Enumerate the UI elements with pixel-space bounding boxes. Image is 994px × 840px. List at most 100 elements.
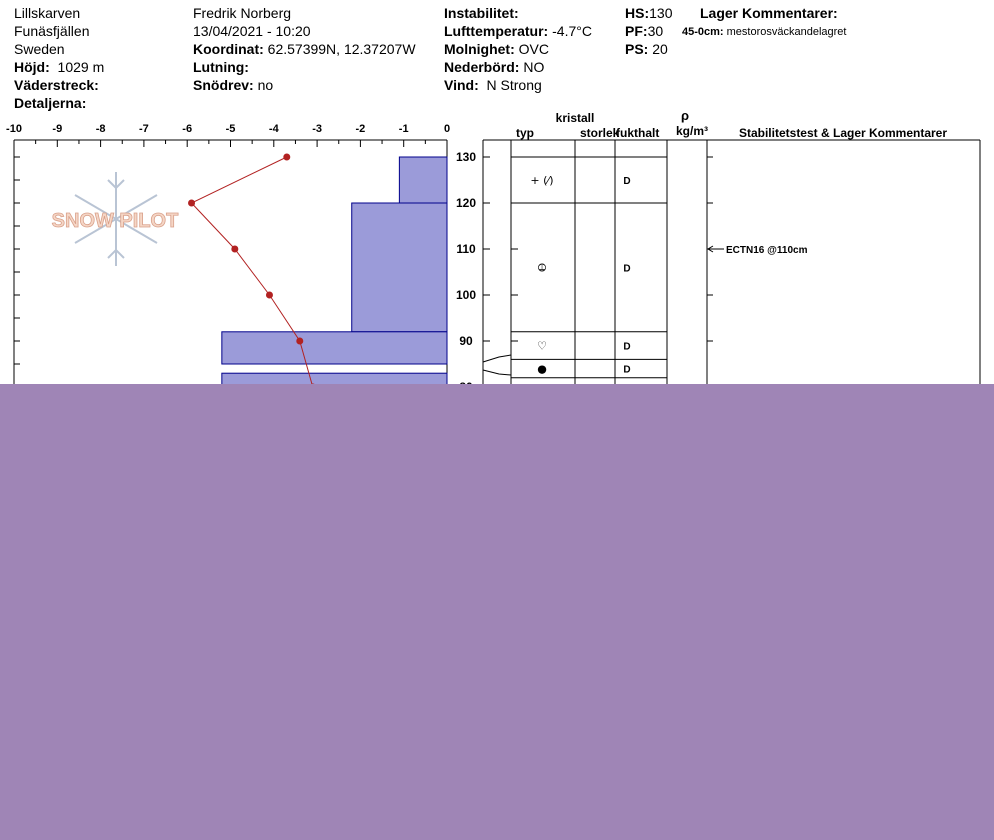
ps-value: 20	[652, 41, 668, 57]
air-temp-value: -4.7°C	[552, 23, 592, 39]
layer-moisture: D	[623, 263, 630, 274]
stability-tests: ECTN16 @110cm	[707, 245, 808, 256]
hardness-bar	[351, 202, 448, 333]
precip-label: Nederbörd:	[444, 59, 520, 75]
details: Detaljerna:	[14, 94, 86, 112]
temp-tick-label: -3	[312, 123, 322, 135]
temp-tick-label: -8	[96, 123, 106, 135]
drift-value: no	[257, 77, 274, 93]
elevation-label: Höjd:	[14, 59, 50, 75]
col-moisture: fukthalt	[616, 126, 659, 140]
layer-comment-depth: 45-0cm:	[682, 26, 724, 38]
layer-moisture: D	[623, 342, 630, 353]
col-size: storlek	[580, 126, 620, 140]
pf-label: PF:	[625, 23, 648, 39]
slope: Lutning:	[193, 58, 249, 76]
observer: Fredrik Norberg	[193, 5, 292, 21]
height-tick-label: 120	[456, 196, 476, 210]
country: Sweden	[14, 41, 65, 57]
coordinates-value: 62.57399N, 12.37207W	[267, 41, 416, 57]
sky-label: Molnighet:	[444, 41, 515, 57]
area: Funäsfjällen	[14, 23, 90, 39]
layer-type-symbol: + (⁄)	[530, 174, 553, 187]
hs-value: 130	[649, 5, 673, 21]
temp-tick-label: -9	[52, 123, 62, 135]
details-label: Detaljerna:	[14, 95, 87, 111]
wind-value: N Strong	[486, 77, 542, 93]
layer-comment: 45-0cm: mestorosväckandelagret	[682, 23, 846, 41]
ps: PS: 20	[625, 40, 668, 58]
aspect-label: Väderstreck:	[14, 77, 99, 93]
pf-value: 30	[647, 23, 664, 39]
temp-tick-label: 0	[444, 123, 450, 135]
height-tick-label: 110	[456, 242, 476, 256]
temp-tick-label: -4	[269, 123, 280, 135]
temperature-point	[265, 291, 273, 299]
hardness-bar	[398, 156, 448, 204]
aspect: Väderstreck:	[14, 76, 99, 94]
sky: Molnighet: OVC	[444, 40, 549, 58]
temp-tick-label: -6	[182, 123, 192, 135]
overlay-cover	[0, 384, 994, 840]
hs: HS:130	[625, 4, 672, 22]
height-tick-label: 90	[459, 334, 473, 348]
temperature-point	[283, 153, 291, 161]
height-tick-label: 130	[456, 150, 476, 164]
temp-tick-label: -10	[6, 123, 22, 135]
stability-arrow-head	[707, 245, 714, 253]
layer-moisture: D	[623, 365, 630, 376]
hs-label: HS:	[625, 5, 650, 21]
location: Lillskarven	[14, 5, 81, 21]
col-stability: Stabilitetstest & Lager Kommentarer	[739, 126, 947, 140]
layer-moisture: D	[623, 176, 630, 187]
instability: Instabilitet:	[444, 4, 519, 22]
temperature-profile	[188, 153, 317, 391]
ps-label: PS:	[625, 41, 649, 57]
air-temp: Lufttemperatur: -4.7°C	[444, 22, 592, 40]
precip-value: NO	[523, 59, 545, 75]
snowflake-watermark-icon	[74, 172, 158, 266]
layer-connector	[482, 369, 512, 376]
height-tick-label: 100	[456, 288, 476, 302]
temperature-point	[188, 199, 196, 207]
layer-type-symbol: ♡	[537, 340, 547, 353]
wind: Vind: N Strong	[444, 76, 542, 94]
instability-label: Instabilitet:	[444, 5, 519, 21]
temp-tick-label: -2	[356, 123, 366, 135]
layer-connector	[482, 354, 512, 363]
temperature-point	[296, 337, 304, 345]
col-type: typ	[516, 126, 534, 140]
layer-comments-label: Lager Kommentarer:	[700, 5, 838, 21]
col-rho: ρ	[681, 108, 689, 123]
drift: Snödrev: no	[193, 76, 273, 94]
slope-label: Lutning:	[193, 59, 249, 75]
elevation: Höjd: 1029 m	[14, 58, 104, 76]
stability-test-label: ECTN16 @110cm	[726, 245, 808, 256]
temp-axis-ticks: -10 -9 -8 -7 -6 -5 -4 -3 -2 -1 0	[6, 123, 450, 388]
temp-tick-label: -1	[399, 123, 409, 135]
coordinates-label: Koordinat:	[193, 41, 264, 57]
height-axis: 1301201101009080	[456, 150, 713, 394]
datetime: 13/04/2021 - 10:20	[193, 23, 311, 39]
layer-comments-title: Lager Kommentarer:	[700, 4, 838, 22]
temp-tick-label: -7	[139, 123, 149, 135]
drift-label: Snödrev:	[193, 77, 254, 93]
layer-type-symbol: ⦹	[538, 261, 547, 274]
sky-value: OVC	[518, 41, 549, 57]
wind-label: Vind:	[444, 77, 479, 93]
coordinates: Koordinat: 62.57399N, 12.37207W	[193, 40, 416, 58]
temperature-point	[231, 245, 239, 253]
temperature-line	[190, 156, 314, 388]
pf: PF:30	[625, 22, 663, 40]
elevation-value: 1029 m	[57, 59, 105, 75]
layer-table	[482, 139, 981, 392]
watermark-text: SNOW PILOT	[52, 210, 179, 232]
col-density-unit: kg/m³	[676, 124, 708, 138]
layer-comment-text: mestorosväckandelagret	[726, 26, 847, 38]
layer-type-symbol: ●	[537, 363, 547, 376]
temp-tick-label: -5	[226, 123, 236, 135]
col-crystal: kristall	[556, 111, 595, 125]
air-temp-label: Lufttemperatur:	[444, 23, 549, 39]
hardness-bar	[221, 331, 448, 365]
